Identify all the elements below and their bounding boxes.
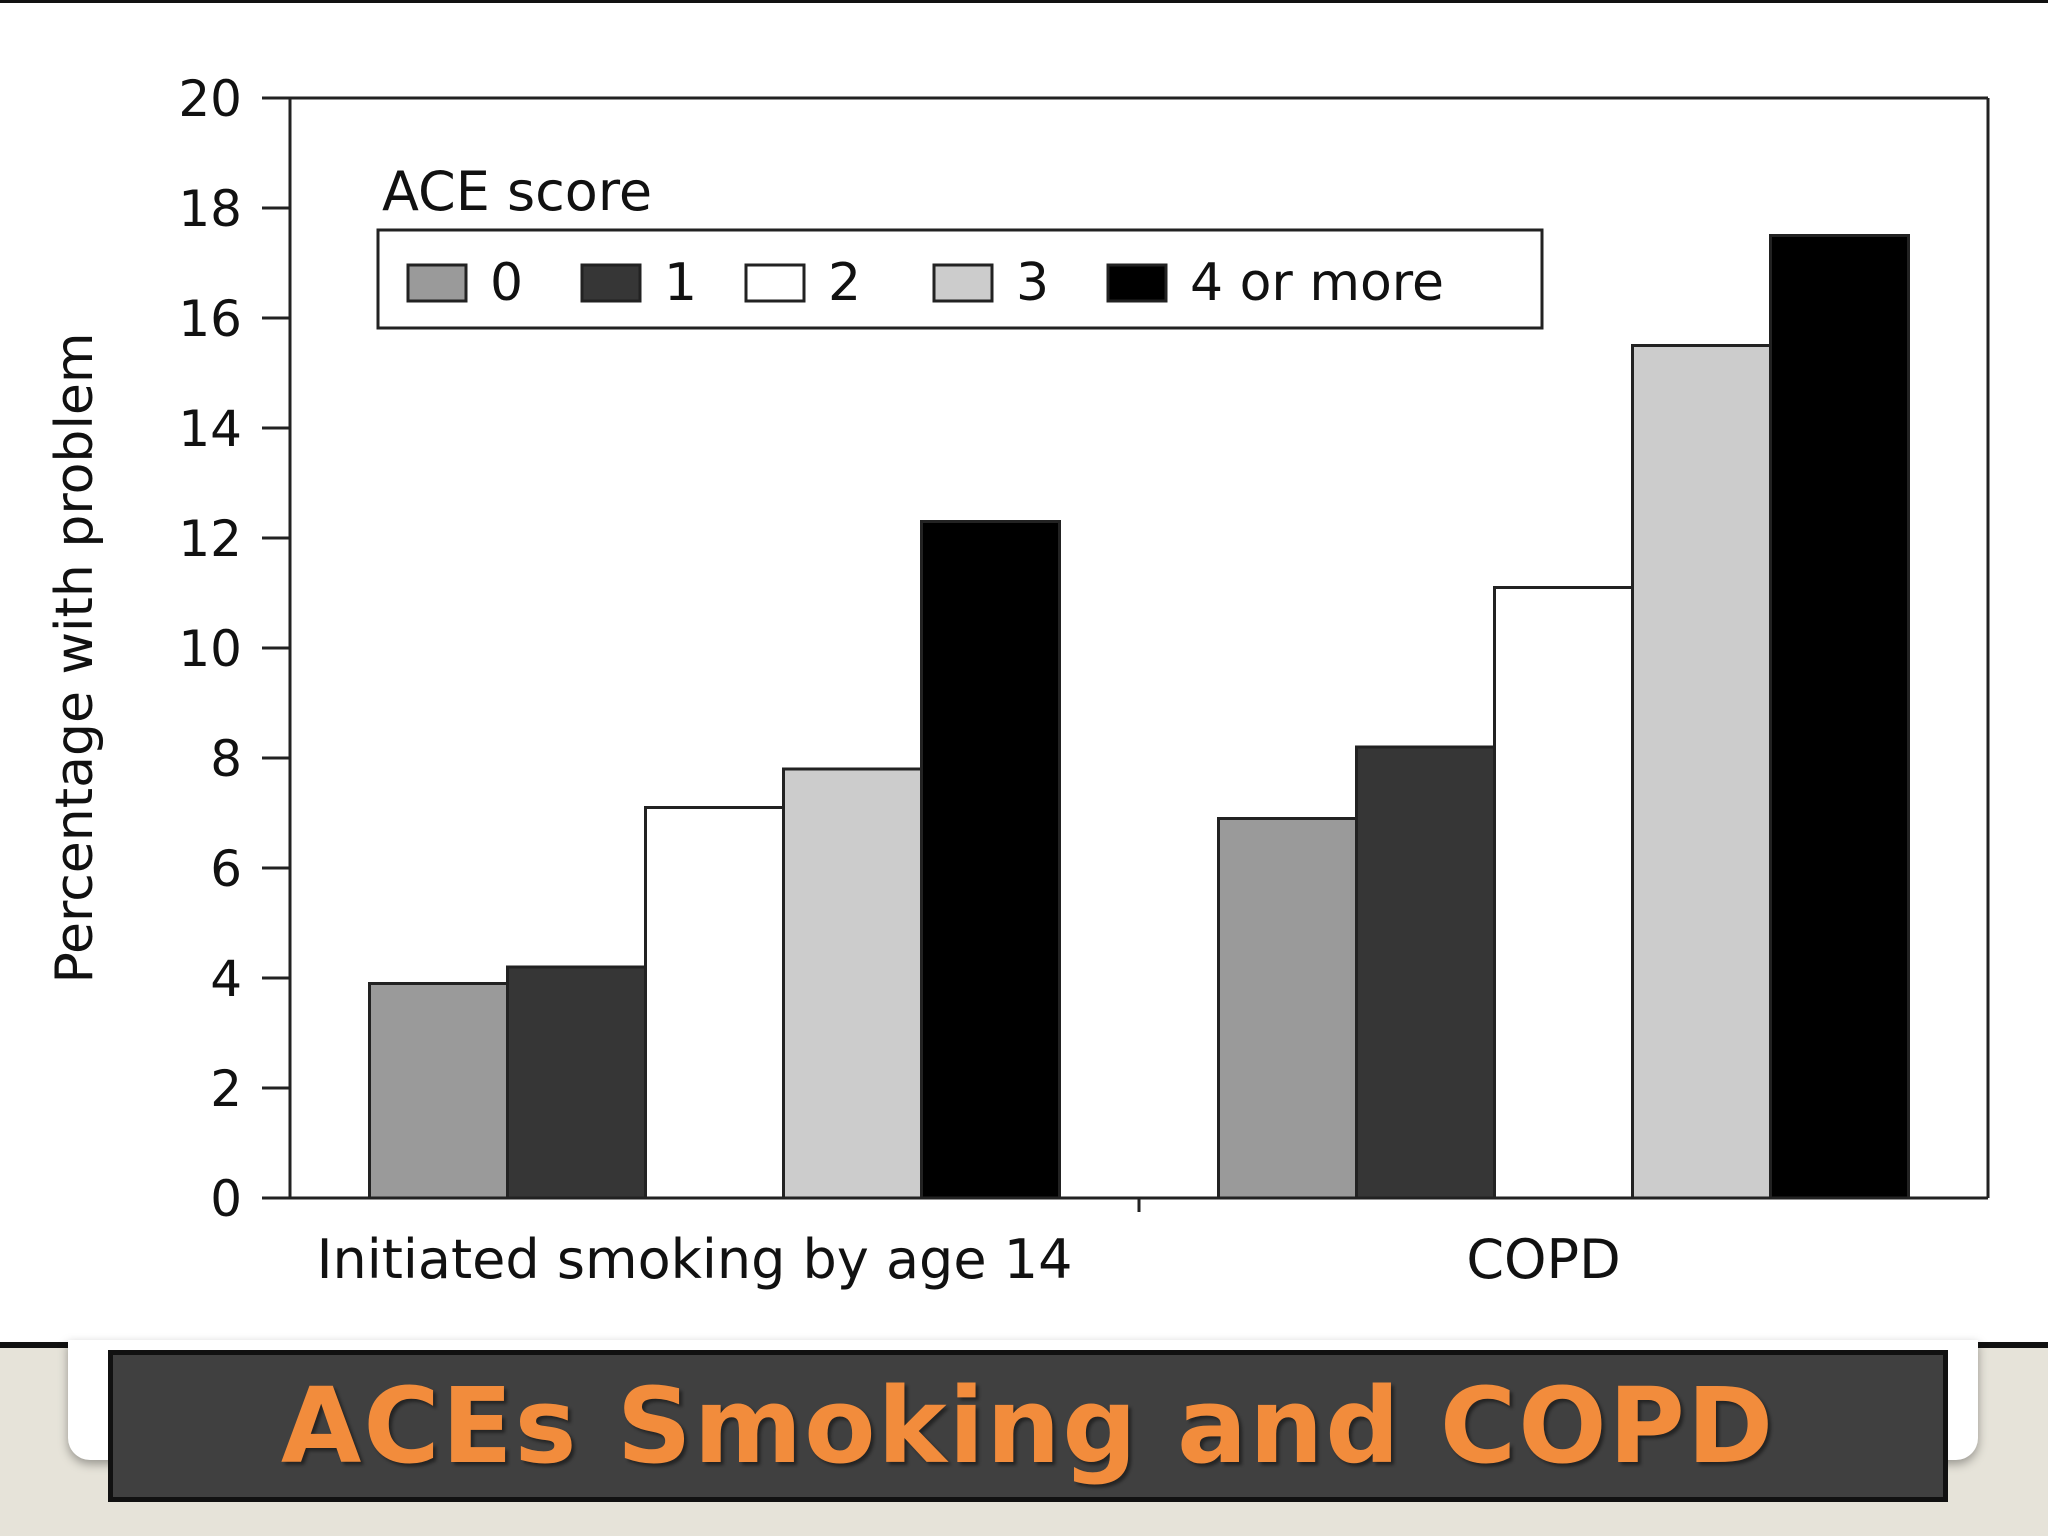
legend-swatch <box>1106 263 1168 303</box>
bar <box>920 520 1061 1200</box>
y-tick-label: 2 <box>210 1060 242 1118</box>
legend-title: ACE score <box>382 160 652 223</box>
y-tick-label: 12 <box>178 510 242 568</box>
bar <box>1493 586 1634 1200</box>
bar <box>644 806 785 1200</box>
bar <box>506 965 647 1200</box>
bar <box>782 767 923 1200</box>
title-banner: ACEs Smoking and COPD <box>108 1350 1948 1502</box>
y-tick-label: 10 <box>178 620 242 678</box>
legend-label: 4 or more <box>1190 253 1444 313</box>
legend-label: 3 <box>1016 253 1049 313</box>
legend-swatch <box>744 263 806 303</box>
x-category-label: COPD <box>1466 1228 1620 1291</box>
legend-label: 0 <box>490 253 523 313</box>
y-tick-label: 16 <box>178 290 242 348</box>
legend-swatch <box>580 263 642 303</box>
bars <box>368 234 1910 1200</box>
y-tick-label: 0 <box>210 1170 242 1228</box>
legend: ACE score 0 1 2 3 4 or more <box>376 160 1544 330</box>
bar <box>1217 817 1358 1200</box>
x-category-label: Initiated smoking by age 14 <box>317 1228 1073 1291</box>
bar <box>368 982 509 1200</box>
legend-swatch <box>932 263 994 303</box>
legend-swatch <box>406 263 468 303</box>
y-tick-label: 4 <box>210 950 242 1008</box>
slide-title: ACEs Smoking and COPD <box>280 1365 1776 1487</box>
chart-panel: 0 2 4 6 8 10 12 14 16 18 20 Initiated smoking by ag… <box>0 3 2048 1345</box>
y-axis-label: Percentage with problem <box>45 332 105 983</box>
y-tick-label: 8 <box>210 730 242 788</box>
y-tick-label: 18 <box>178 180 242 238</box>
top-border-line <box>0 0 2048 3</box>
bar <box>1769 234 1910 1200</box>
y-tick-label: 6 <box>210 840 242 898</box>
legend-label: 2 <box>828 253 861 313</box>
y-tick-label: 20 <box>178 70 242 128</box>
bar <box>1355 745 1496 1200</box>
legend-label: 1 <box>664 253 697 313</box>
y-tick-label: 14 <box>178 400 242 458</box>
bar <box>1631 344 1772 1200</box>
